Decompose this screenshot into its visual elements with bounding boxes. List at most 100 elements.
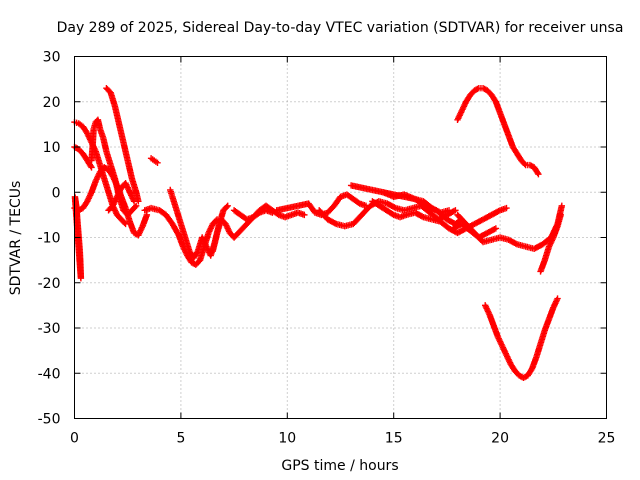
data-point-fill [550,296,561,310]
y-tick-label: -20 [38,276,61,292]
data-point-fill [489,93,499,104]
data-point-fill [521,373,530,381]
x-tick-label: 10 [278,431,296,447]
data-point [269,209,276,216]
data-point-fill [106,203,115,213]
data-point-fill [482,303,492,317]
series-arc-mid-d [230,207,276,223]
data-point-fill [489,207,502,218]
data-point-fill [531,165,541,176]
data-point-fill [251,210,262,220]
y-tick-label: 10 [43,140,61,156]
data-point-fill [72,144,81,152]
data-point-fill [481,212,494,222]
data-point-fill [455,226,468,236]
data-point-fill [477,230,490,240]
y-tick-label: 0 [52,185,61,201]
data-point-fill [84,190,95,203]
data-point-fill [180,244,190,258]
data-point-fill [258,207,268,216]
data-point [130,198,138,205]
data-point-fill [227,230,237,240]
data-point-fill [503,353,514,366]
data-point [503,204,510,212]
series-arc-rise-high [454,84,542,178]
data-point-fill [76,205,85,213]
data-point-fill [169,195,180,213]
series-arc-late-c [537,211,564,275]
data-point-fill [80,199,90,210]
data-point [88,164,95,171]
grid [74,56,607,419]
data-point-fill [525,366,535,378]
data-point [133,202,140,210]
data-point-fill [80,151,90,163]
data-point-fill [472,85,481,93]
data-point-fill [125,208,135,217]
data-point-fill [114,186,124,199]
y-axis-label: SDTVAR / TECUs [8,181,24,296]
data-point-fill [528,162,536,170]
data-point-fill [114,212,124,222]
data-point-fill [468,88,477,98]
data-point-fill [532,241,545,252]
y-tick-label: -30 [38,321,61,337]
data-point-fill [533,342,544,360]
data-point-fill [123,181,133,194]
data-point-fill [72,205,81,213]
series-arc-center-e [379,189,465,228]
data-point-fill [438,219,452,231]
data-point [452,207,459,214]
y-tick-label: 30 [43,50,61,66]
data-point-fill [508,362,518,373]
data-point-fill [455,212,469,226]
data-point-fill [163,212,175,226]
data-point [224,202,231,210]
data-point-fill [206,222,216,235]
data-point-fill [517,373,526,381]
data-point-fill [223,222,233,235]
x-tick-label: 20 [491,431,509,447]
data-point-fill [219,217,228,226]
data-point-fill [104,86,113,95]
data-point-fill [381,205,396,218]
data-point-fill [231,230,241,240]
data-point-fill [97,165,107,174]
data-point-fill [90,120,99,131]
data-point-fill [537,328,548,346]
y-tick-label: -40 [38,366,61,382]
data-point-fill [514,151,524,163]
data-point-fill [459,100,469,113]
data-point [557,211,564,219]
data-point-fill [210,217,220,226]
data-point-fill [116,122,127,145]
data-point-fill [184,253,194,265]
series-arc-deep-dip [482,295,561,381]
data-point-fill [459,221,473,233]
data-point-fill [199,235,209,249]
data-point-fill [121,208,130,217]
data-point-fill [413,210,426,220]
data-point-fill [455,109,465,122]
data-point-fill [434,208,449,222]
data-point-fill [359,203,373,217]
data-point-fill [472,216,485,227]
series-arc-isolated [147,155,161,167]
y-tick-label: -10 [38,231,61,247]
data-point-fill [546,235,556,249]
data-point [445,207,453,214]
data-point-fill [351,212,364,226]
data-point-fill [306,201,318,215]
axis-ticks: 0 5 10 15 20 25 -50 -40 -30 -20 -10 0 10 20 30 [38,50,616,447]
data-point-fill [331,194,343,208]
data-point-fill [221,203,230,213]
data-point-fill [296,209,306,218]
data-point-fill [240,221,250,231]
data-point [535,170,542,178]
data-point-fill [173,208,184,226]
x-axis-label: GPS time / hours [281,458,398,474]
data-point-fill [120,140,131,163]
data-point-fill [167,188,176,199]
data-point-fill [76,147,86,156]
data-point-fill [398,212,409,220]
